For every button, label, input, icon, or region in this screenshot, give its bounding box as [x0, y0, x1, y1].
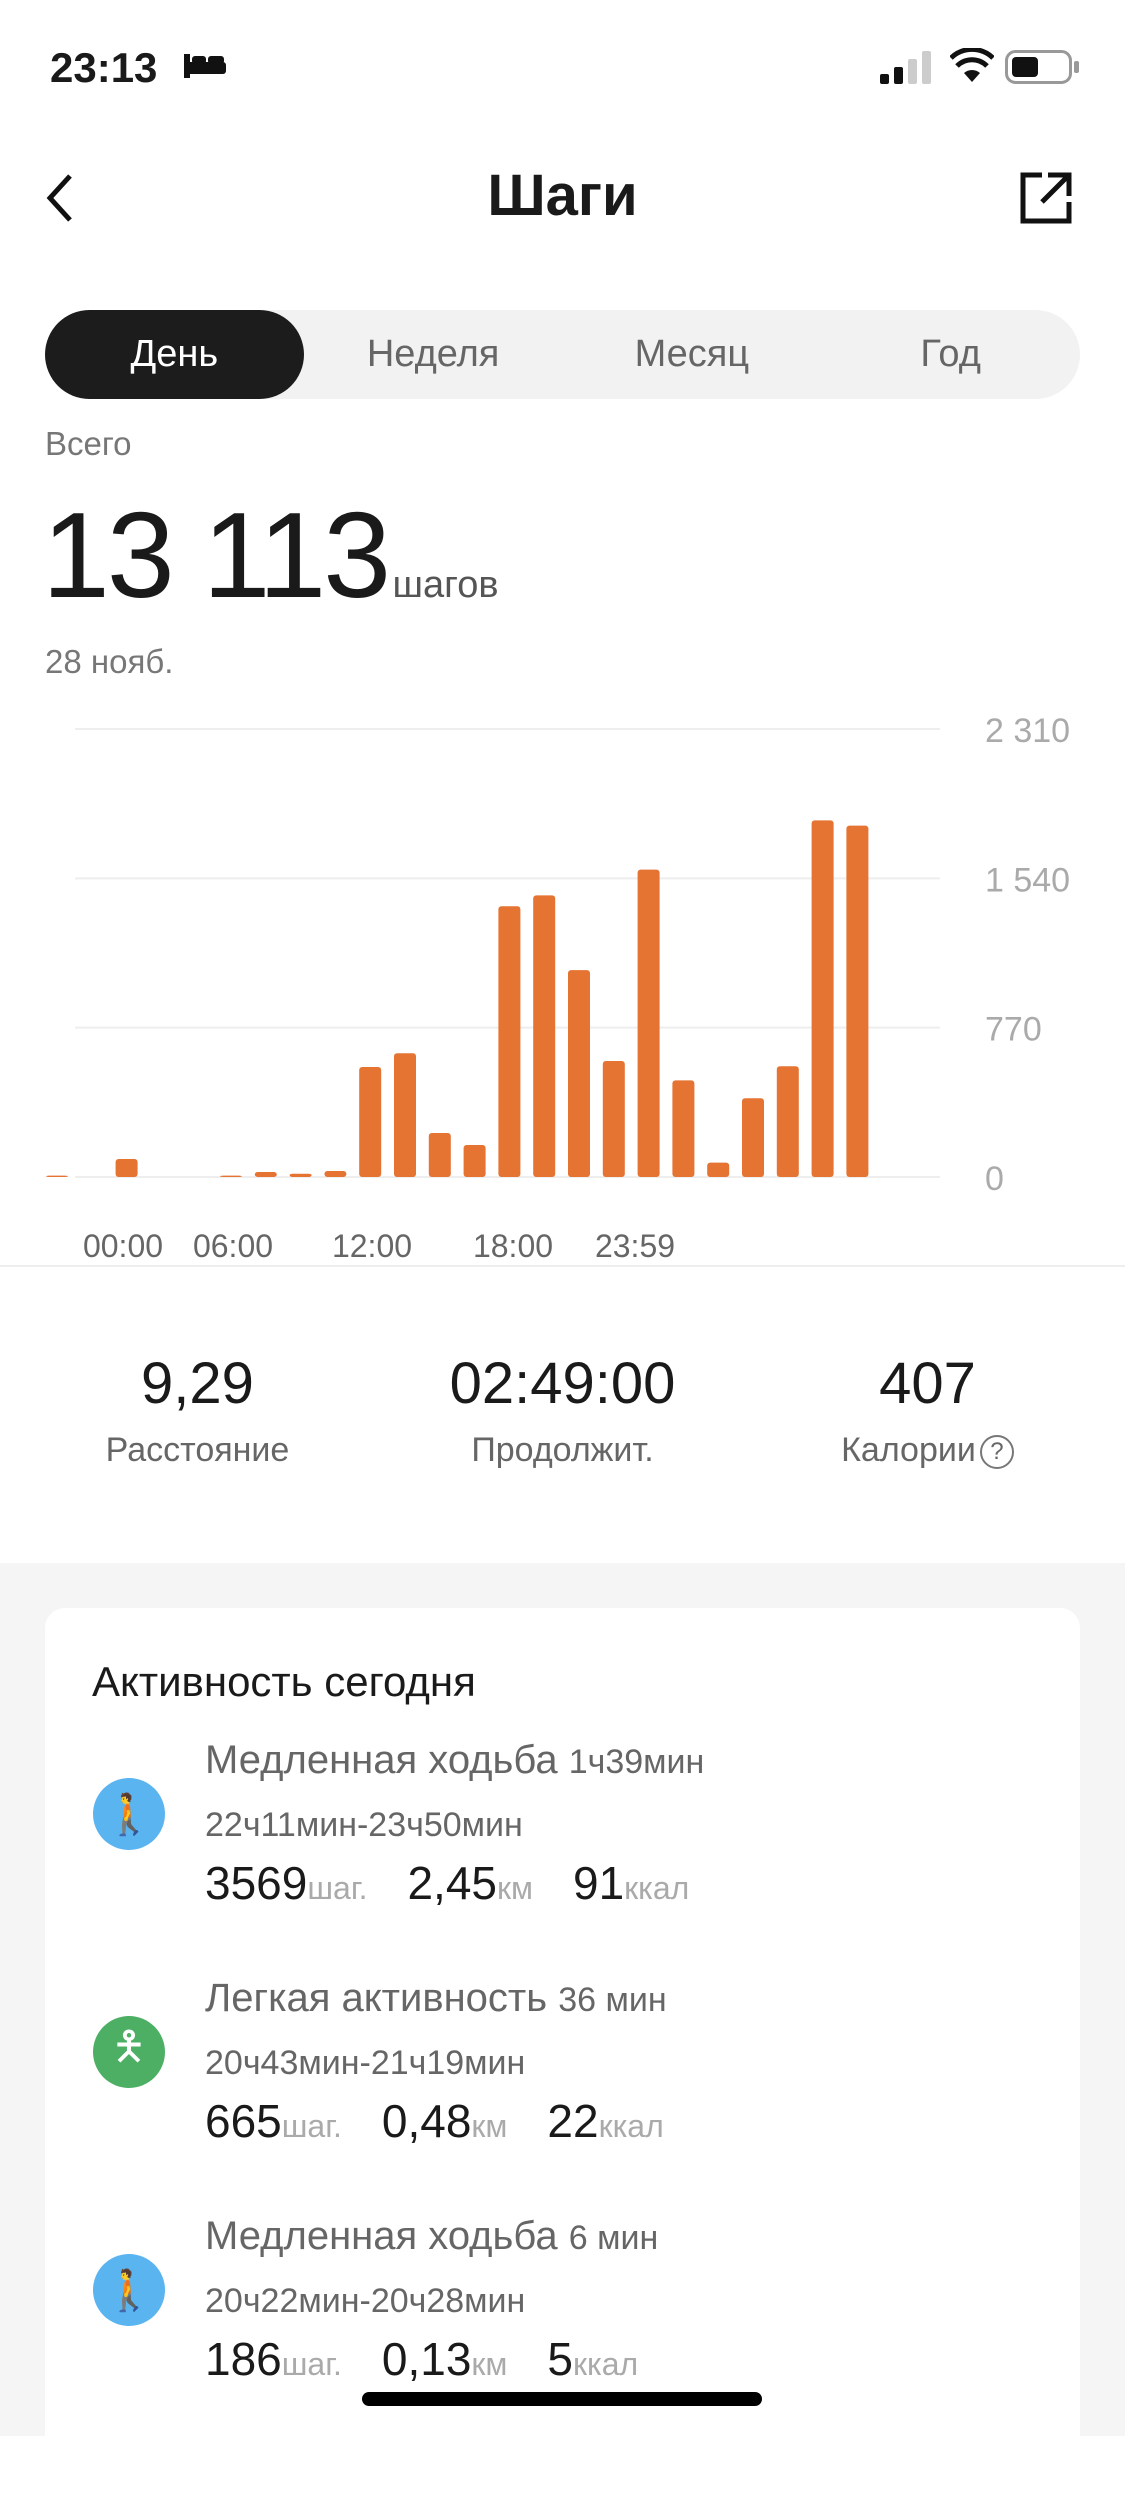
duration-value: 02:49:00	[449, 1351, 676, 1416]
bar-21	[776, 1066, 799, 1177]
bar-17	[637, 869, 660, 1177]
date-label: 28 нояб.	[45, 643, 174, 680]
duration-label: Продолжит.	[471, 1431, 654, 1469]
share-icon	[1020, 172, 1072, 224]
bar-20	[742, 1098, 764, 1177]
bar-13	[498, 906, 521, 1177]
activity-kcal: 5	[547, 2333, 573, 2385]
signal-icon	[880, 50, 936, 89]
activity-title: Активность сегодня	[92, 1658, 476, 1705]
sleep-mode-icon	[182, 50, 228, 80]
bar-5	[220, 1175, 242, 1177]
x-tick-label: 12:00	[332, 1228, 412, 1264]
kcal-unit: ккал	[573, 2346, 639, 2382]
y-tick-label: 770	[985, 1011, 1042, 1049]
x-tick-label: 00:00	[83, 1228, 163, 1264]
battery-icon	[1005, 50, 1081, 89]
total-label: Всего	[45, 425, 132, 462]
light-activity-icon: 🯅	[93, 2016, 165, 2088]
x-tick-label: 06:00	[193, 1228, 273, 1264]
activity-km: 0,48	[381, 2095, 472, 2147]
steps-unit: шаг.	[281, 2346, 342, 2382]
activity-duration: 6 мин	[568, 2219, 659, 2257]
walking-icon: 🚶	[93, 2254, 165, 2326]
back-icon	[46, 174, 72, 222]
y-tick-label: 2 310	[985, 712, 1070, 750]
activity-card: Активность сегодня 🚶 Медленная ходьба 1ч…	[45, 1608, 1080, 2508]
activity-time-range: 20ч43мин-21ч19мин	[205, 2044, 526, 2082]
km-unit: км	[471, 2346, 508, 2382]
tab-day[interactable]: День	[45, 310, 304, 399]
period-tabs: День Неделя Месяц Год	[45, 310, 1080, 399]
status-time: 23:13	[50, 44, 158, 91]
wifi-icon	[949, 46, 995, 89]
bar-19	[707, 1162, 730, 1177]
activity-name: Медленная ходьба	[205, 1738, 558, 1782]
activity-name: Легкая активность	[205, 1976, 548, 2020]
calories-value: 407	[879, 1351, 976, 1416]
steps-chart: 2 310 1 540 770 0 00:00 06:00 12:00 18:00 23:59	[46, 712, 1070, 1264]
activity-time-range: 22ч11мин-23ч50мин	[205, 1806, 523, 1844]
activity-duration: 36 мин	[558, 1981, 667, 2019]
steps-unit: шаг.	[281, 2108, 342, 2144]
bar-2	[115, 1158, 138, 1177]
tab-week[interactable]: Неделя	[366, 333, 500, 375]
x-tick-label: 18:00	[473, 1228, 553, 1264]
bar-12	[463, 1145, 486, 1177]
bar-23	[846, 825, 869, 1177]
stat-duration: 02:49:00 Продолжит.	[375, 1350, 750, 1470]
bar-22	[811, 820, 834, 1177]
bar-8	[324, 1170, 347, 1177]
stat-distance: 9,29 Расстояние	[10, 1350, 385, 1470]
steps-unit: шаг.	[307, 1870, 368, 1906]
bar-15	[568, 970, 590, 1177]
bar-0	[46, 1175, 68, 1177]
home-indicator	[362, 2392, 762, 2406]
stat-calories: 407 Калории?	[740, 1350, 1115, 1470]
page-title: Шаги	[487, 163, 638, 228]
activity-time-range: 20ч22мин-20ч28мин	[205, 2282, 526, 2320]
x-tick-label: 23:59	[595, 1228, 675, 1264]
bar-7	[289, 1173, 312, 1177]
kcal-unit: ккал	[598, 2108, 664, 2144]
activity-duration: 1ч39мин	[568, 1743, 705, 1781]
total-unit: шагов	[392, 564, 499, 606]
total-value: 13 113 шагов	[42, 485, 499, 625]
calories-label: Калории	[841, 1431, 976, 1469]
distance-value: 9,29	[141, 1351, 254, 1416]
share-button[interactable]	[1018, 170, 1074, 231]
kcal-unit: ккал	[624, 1870, 690, 1906]
bar-10	[394, 1053, 416, 1177]
activity-name: Медленная ходьба	[205, 2214, 558, 2258]
activity-steps: 3569	[205, 1857, 308, 1909]
y-tick-label: 0	[985, 1160, 1004, 1198]
bar-18	[672, 1080, 695, 1177]
total-steps: 13 113	[42, 487, 391, 623]
bar-9	[359, 1067, 382, 1177]
distance-label: Расстояние	[105, 1431, 290, 1469]
walking-icon: 🚶	[93, 1778, 165, 1850]
activity-km: 0,13	[381, 2333, 472, 2385]
activity-steps: 186	[205, 2333, 282, 2385]
back-button[interactable]	[40, 168, 80, 233]
tab-month[interactable]: Месяц	[634, 333, 750, 375]
km-unit: км	[497, 1870, 533, 1906]
divider	[0, 1265, 1125, 1267]
tab-year[interactable]: Год	[920, 333, 981, 375]
bar-11	[428, 1132, 451, 1177]
activity-km: 2,45	[407, 1857, 497, 1909]
bar-16	[602, 1061, 625, 1177]
km-unit: км	[471, 2108, 508, 2144]
bar-6	[254, 1171, 277, 1177]
bar-14	[533, 895, 556, 1177]
activity-kcal: 91	[573, 1857, 625, 1909]
y-tick-label: 1 540	[985, 861, 1070, 899]
help-icon[interactable]: ?	[979, 1435, 1014, 1470]
activity-kcal: 22	[547, 2095, 599, 2147]
activity-steps: 665	[205, 2095, 282, 2147]
